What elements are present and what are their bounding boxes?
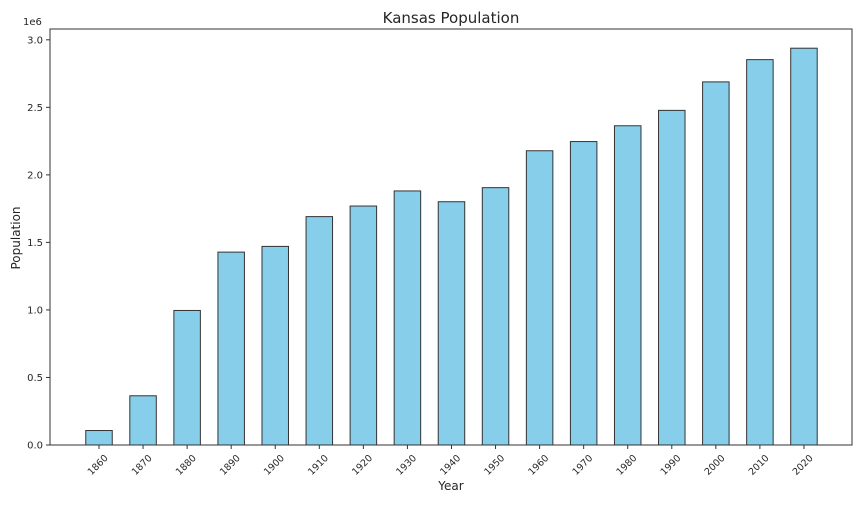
x-tick-label: 2010 (747, 453, 772, 478)
x-tick-label: 1870 (130, 453, 155, 478)
y-axis-label: Population (9, 206, 23, 269)
x-tick-label: 1910 (306, 453, 331, 478)
bar-1940 (437, 201, 466, 446)
x-tick-label: 1880 (174, 453, 199, 478)
x-tick-label: 1940 (438, 453, 463, 478)
x-tick-label: 1990 (659, 453, 684, 478)
x-tick-label: 1890 (218, 453, 243, 478)
bar-1970 (569, 141, 598, 446)
x-tick-label: 1950 (482, 453, 507, 478)
y-tick-label: 3.0 (27, 35, 43, 46)
bar-1950 (481, 187, 510, 446)
bar-1890 (217, 251, 245, 446)
x-tick-label: 1860 (86, 453, 111, 478)
x-tick-label: 1970 (570, 453, 595, 478)
bar-2000 (702, 81, 730, 446)
x-ticks-group: 1860 1870 1880 1890 1900 1910 1920 1930 1940 1950… (86, 445, 816, 478)
chart-title: Kansas Population (383, 9, 520, 27)
bar-1980 (613, 125, 642, 446)
bar-2010 (746, 59, 774, 446)
bar-1900 (261, 245, 289, 446)
x-tick-label: 1960 (526, 453, 551, 478)
bar-1870 (129, 395, 157, 446)
y-tick-label: 2.0 (27, 170, 43, 181)
bar-1920 (349, 205, 378, 446)
y-axis-offset-label: 1e6 (23, 17, 42, 28)
x-tick-label: 2000 (703, 453, 728, 478)
bar-1880 (173, 309, 201, 446)
y-tick-label: 2.5 (27, 103, 43, 114)
y-ticks-group: 0.0 0.5 1.0 1.5 2.0 2.5 3.0 (27, 35, 50, 452)
y-tick-label: 1.5 (27, 238, 43, 249)
bar-1960 (525, 150, 554, 446)
y-tick-label: 0.5 (27, 373, 43, 384)
x-tick-label: 1980 (614, 453, 639, 478)
x-tick-label: 1900 (262, 453, 287, 478)
x-tick-label: 2020 (791, 453, 816, 478)
x-tick-label: 1930 (394, 453, 419, 478)
bar-1910 (305, 216, 334, 446)
axes-frame (49, 28, 853, 446)
y-tick-label: 1.0 (27, 305, 43, 316)
x-axis-label: Year (437, 479, 463, 493)
bar-1930 (393, 190, 422, 446)
bar-1990 (658, 109, 686, 446)
bar-1860 (85, 430, 113, 446)
bars-group (85, 47, 818, 446)
bar-2020 (790, 47, 818, 446)
y-tick-label: 0.0 (27, 441, 43, 452)
x-tick-label: 1920 (350, 453, 375, 478)
